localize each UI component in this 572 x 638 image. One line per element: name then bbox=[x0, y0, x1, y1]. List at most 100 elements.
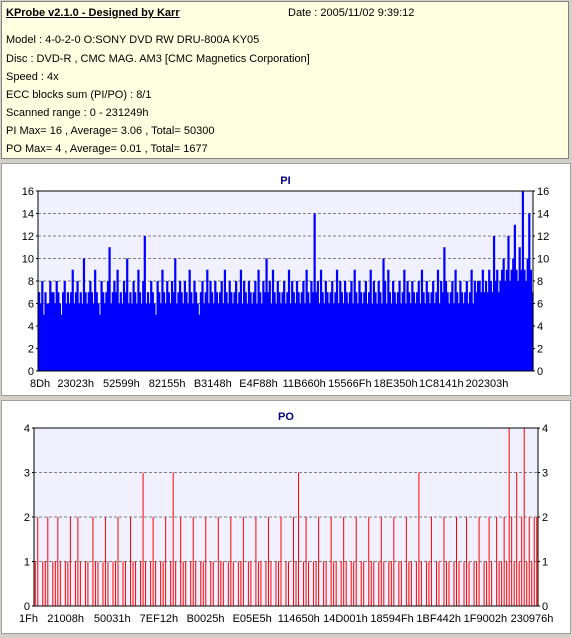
pi-xtick-label: 202303h bbox=[466, 378, 509, 390]
scanned-range-line: Scanned range : 0 - 231249h bbox=[6, 107, 149, 119]
pi-bar bbox=[182, 303, 185, 371]
pi-bar bbox=[222, 303, 225, 371]
pi-bar bbox=[267, 292, 270, 371]
pi-bar bbox=[452, 303, 456, 371]
pi-bar bbox=[172, 292, 175, 371]
pi-bar bbox=[137, 269, 140, 371]
pi-bar bbox=[449, 292, 452, 371]
pi-bar bbox=[50, 292, 54, 371]
pi-bar bbox=[110, 303, 113, 371]
pi-bar bbox=[384, 281, 387, 371]
pi-summary-line: PI Max= 16 , Average= 3.06 , Total= 5030… bbox=[6, 125, 215, 137]
pi-bar bbox=[502, 258, 505, 371]
pi-bar bbox=[335, 269, 339, 371]
pi-bar bbox=[90, 292, 94, 371]
pi-bar bbox=[520, 269, 523, 371]
pi-bar bbox=[385, 303, 388, 371]
pi-bar bbox=[84, 292, 87, 371]
pi-bar bbox=[401, 292, 404, 371]
pi-bar bbox=[134, 292, 137, 371]
pi-bar bbox=[217, 303, 220, 371]
pi-bar bbox=[60, 314, 63, 371]
pi-bar bbox=[94, 269, 97, 371]
po-ytick-label-left: 1 bbox=[24, 557, 30, 569]
po-ytick-label-left: 2 bbox=[24, 512, 30, 524]
pi-bar bbox=[396, 292, 400, 371]
pi-bar bbox=[47, 303, 50, 371]
pi-bar bbox=[175, 303, 178, 371]
pi-bar bbox=[499, 281, 502, 371]
info-panel: KProbe v2.1.0 - Designed by Karr Date : … bbox=[1, 1, 569, 159]
po-xtick-label: E05E5h bbox=[233, 613, 272, 625]
pi-bar bbox=[124, 292, 127, 371]
pi-bar bbox=[129, 292, 132, 371]
pi-bar bbox=[289, 303, 292, 371]
pi-bar bbox=[87, 292, 90, 371]
pi-bar bbox=[332, 303, 335, 371]
pi-bar bbox=[403, 269, 406, 371]
pi-bar bbox=[177, 292, 180, 371]
pi-bar bbox=[228, 281, 231, 371]
app-title-line: KProbe v2.1.0 - Designed by Karr bbox=[6, 6, 180, 20]
pi-bar bbox=[65, 303, 68, 371]
pi-bar bbox=[156, 281, 159, 371]
pi-bar bbox=[404, 303, 408, 371]
pi-bar bbox=[140, 303, 143, 371]
pi-bar bbox=[249, 292, 252, 371]
pi-bar bbox=[457, 303, 460, 371]
pi-bar bbox=[273, 292, 276, 371]
pi-bar bbox=[436, 269, 440, 371]
pi-bar bbox=[164, 303, 167, 371]
pi-bar bbox=[521, 191, 524, 371]
po-ytick-label-right: 0 bbox=[542, 601, 548, 613]
pi-xtick-label: B3148h bbox=[194, 378, 232, 390]
pi-bar bbox=[223, 269, 227, 371]
pi-bar bbox=[186, 303, 190, 371]
pi-bar bbox=[329, 292, 332, 371]
pi-chart-title: PI bbox=[280, 175, 290, 187]
pi-bar bbox=[287, 269, 291, 371]
pi-bar bbox=[408, 292, 411, 371]
pi-bar bbox=[371, 303, 374, 371]
po-xtick-label: B0025h bbox=[187, 613, 225, 625]
pi-xtick-label: 11B660h bbox=[283, 378, 326, 390]
pi-bar bbox=[412, 292, 416, 371]
pi-bar bbox=[196, 303, 199, 371]
pi-bar bbox=[468, 292, 472, 371]
pi-bar bbox=[116, 269, 119, 371]
pi-bar bbox=[268, 281, 271, 371]
pi-bar bbox=[238, 292, 241, 371]
pi-bar bbox=[118, 303, 121, 371]
pi-xtick-label: 18E350h bbox=[374, 378, 418, 390]
pi-bar bbox=[505, 269, 508, 371]
speed-line: Speed : 4x bbox=[6, 71, 59, 83]
pi-bar bbox=[465, 281, 468, 371]
pi-bar bbox=[243, 281, 246, 371]
pi-bar bbox=[308, 303, 311, 371]
pi-bar bbox=[334, 292, 337, 371]
pi-bar bbox=[432, 281, 435, 371]
pi-bar bbox=[489, 281, 492, 371]
pi-bar bbox=[319, 269, 323, 371]
pi-bar bbox=[185, 292, 188, 371]
pi-bar bbox=[49, 281, 52, 371]
pi-bar bbox=[151, 292, 154, 371]
pi-bar bbox=[126, 258, 129, 371]
pi-bar bbox=[305, 269, 308, 371]
pi-bar bbox=[153, 303, 156, 371]
pi-bar bbox=[166, 281, 169, 371]
po-xtick-label: 114650h bbox=[278, 613, 320, 625]
pi-bar bbox=[416, 292, 419, 371]
pi-bar bbox=[130, 303, 134, 371]
pi-bar bbox=[523, 269, 526, 371]
pi-bar bbox=[488, 269, 491, 371]
po-xtick-label: 14D001h bbox=[323, 613, 368, 625]
pi-bar bbox=[265, 258, 268, 371]
pi-bar bbox=[199, 292, 202, 371]
pi-bar bbox=[63, 281, 66, 371]
pi-chart-panel: PI 0 0 2 2 4 4 6 6 8 8 10 10 12 12 14 14 16 16 8Dh 23023h 525… bbox=[1, 163, 571, 396]
pi-bar bbox=[340, 292, 343, 371]
pi-bar bbox=[358, 281, 361, 371]
po-ytick-label-left: 0 bbox=[24, 601, 30, 613]
pi-bar bbox=[247, 281, 251, 371]
